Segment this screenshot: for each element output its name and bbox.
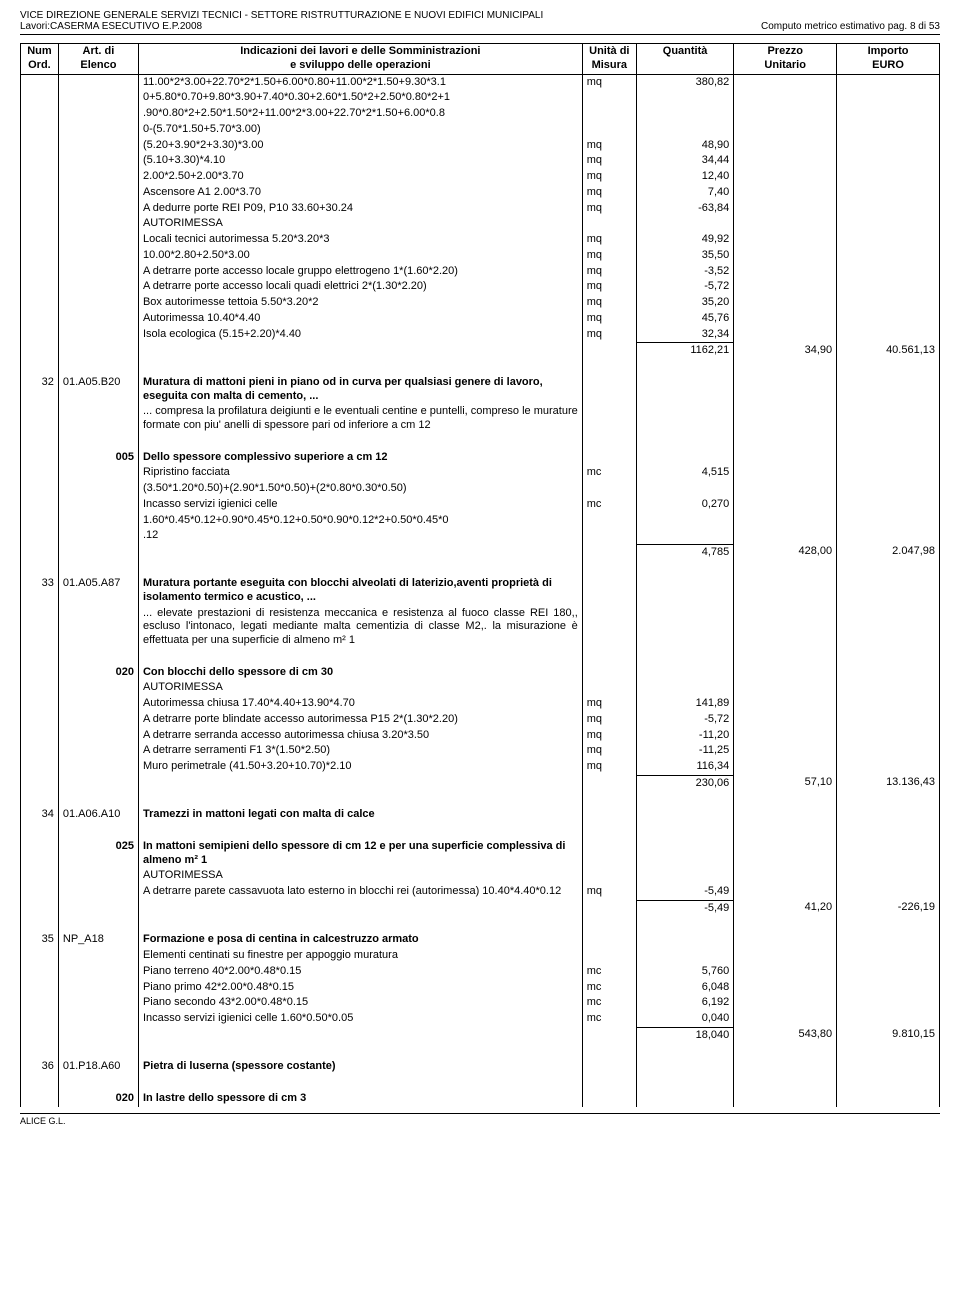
header-page: Computo metrico estimativo pag. 8 di 53 [761, 21, 940, 32]
estimate-table: NumOrd. Art. diElenco Indicazioni dei la… [20, 43, 940, 1107]
header-work: Lavori:CASERMA ESECUTIVO E.P.2008 [20, 21, 543, 32]
col-qty: Quantità [636, 44, 733, 75]
col-um: Unità diMisura [582, 44, 636, 75]
col-desc: Indicazioni dei lavori e delle Somminist… [138, 44, 582, 75]
footer: ALICE G.L. [20, 1113, 940, 1126]
col-imp: ImportoEURO [837, 44, 940, 75]
col-pz: PrezzoUnitario [734, 44, 837, 75]
col-art: Art. diElenco [58, 44, 138, 75]
col-num: NumOrd. [21, 44, 59, 75]
page-header: VICE DIREZIONE GENERALE SERVIZI TECNICI … [20, 10, 940, 32]
header-dept: VICE DIREZIONE GENERALE SERVIZI TECNICI … [20, 10, 543, 21]
